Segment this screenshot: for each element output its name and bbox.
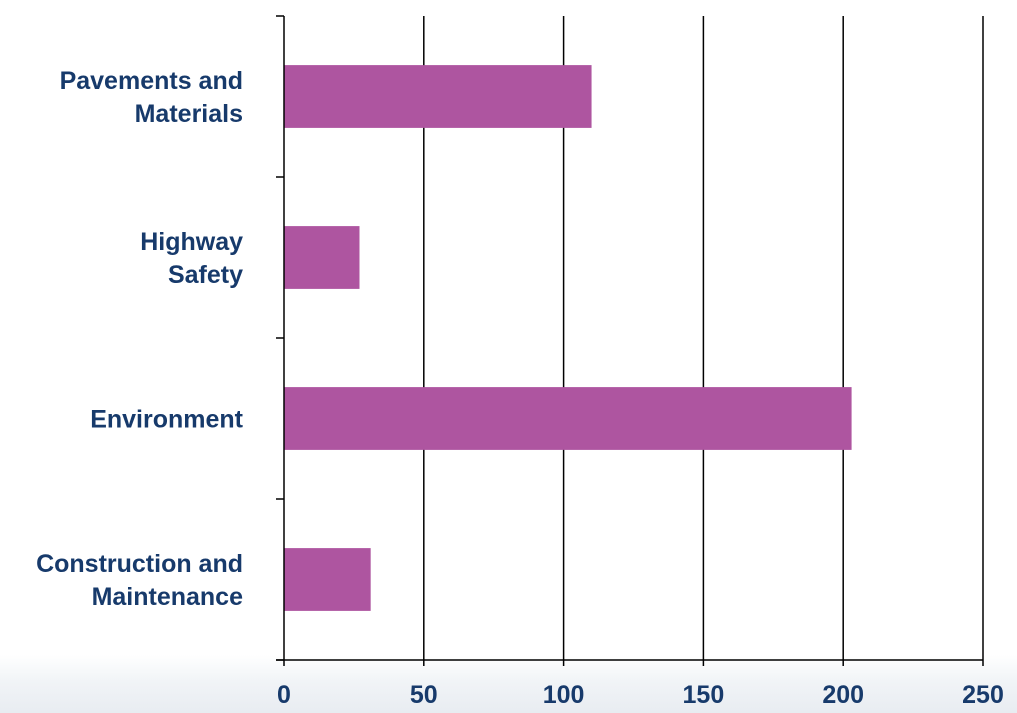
- category-label: Highway Safety: [140, 228, 243, 289]
- category-label-line: Construction and: [36, 550, 243, 578]
- x-tick-label: 150: [683, 681, 725, 709]
- x-tick-label: 50: [410, 681, 438, 709]
- bar-environment: [284, 387, 852, 450]
- x-tick-label: 250: [962, 681, 1004, 709]
- category-label-line: Pavements and: [60, 67, 243, 95]
- bar-pavements-and-materials: [284, 65, 592, 128]
- category-label-line: Materials: [135, 100, 243, 128]
- bar-highway-safety: [284, 226, 360, 289]
- labels: 0 50 100 150 200 250 Pavements and Materials Hig…: [36, 67, 1004, 709]
- category-label-line: Safety: [168, 261, 243, 289]
- category-label: Environment: [90, 406, 243, 434]
- x-tick-label: 100: [543, 681, 585, 709]
- footer-background: [0, 655, 1017, 713]
- category-label-line: Highway: [140, 228, 243, 256]
- x-tick-label: 0: [277, 681, 291, 709]
- category-label-line: Environment: [90, 406, 243, 434]
- bars: [284, 65, 852, 611]
- x-tick-label: 200: [822, 681, 864, 709]
- bar-construction-and-maintenance: [284, 548, 371, 611]
- category-label: Pavements and Materials: [60, 67, 243, 128]
- axes: [276, 15, 984, 666]
- category-label-line: Maintenance: [92, 583, 244, 611]
- category-label: Construction and Maintenance: [36, 550, 243, 611]
